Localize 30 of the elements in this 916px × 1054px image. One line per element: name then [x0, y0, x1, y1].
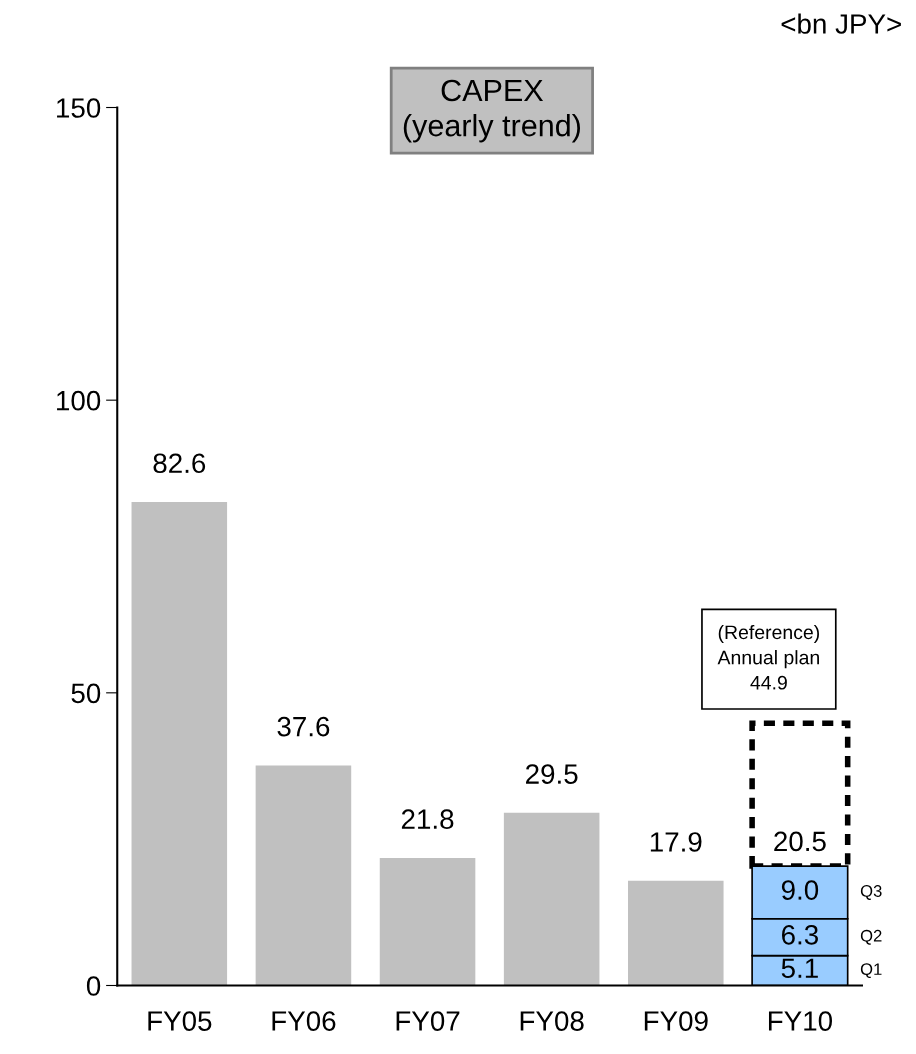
data-label: 37.6 [277, 716, 330, 737]
bar [627, 880, 724, 986]
y-tick-label: 50 [71, 683, 101, 704]
chart-title: CAPEX (yearly trend) [403, 79, 580, 143]
data-label: 29.5 [526, 764, 578, 784]
bar [503, 812, 600, 986]
data-label: 21.8 [401, 809, 454, 829]
y-tick-label: 150 [57, 98, 101, 118]
y-tick-label: 0 [86, 976, 101, 996]
y-tick-label: 100 [57, 390, 101, 411]
x-tick-label: FY09 [644, 1011, 708, 1031]
annotation: 20.5 [774, 831, 826, 852]
data-label: 17.9 [650, 832, 702, 852]
data-label: 82.6 [153, 453, 206, 474]
series-label: Q1 [860, 963, 882, 979]
data-label: 5.1 [781, 958, 818, 979]
x-tick-label: FY10 [768, 1011, 833, 1031]
data-label: 9.0 [781, 880, 819, 900]
x-tick-label: FY06 [272, 1011, 336, 1031]
bar [379, 857, 476, 986]
x-tick-label: FY07 [396, 1011, 460, 1031]
x-tick-label: FY08 [520, 1011, 584, 1031]
series-label: Q2 [860, 929, 882, 945]
text: <bn JPY> [781, 13, 901, 34]
bar [255, 765, 352, 986]
bar [131, 502, 228, 986]
series-label: Q3 [860, 885, 882, 900]
x-tick-label: FY05 [148, 1011, 212, 1031]
data-label: 6.3 [782, 924, 818, 945]
annotation: (Reference) Annual plan 44.9 [717, 624, 819, 690]
